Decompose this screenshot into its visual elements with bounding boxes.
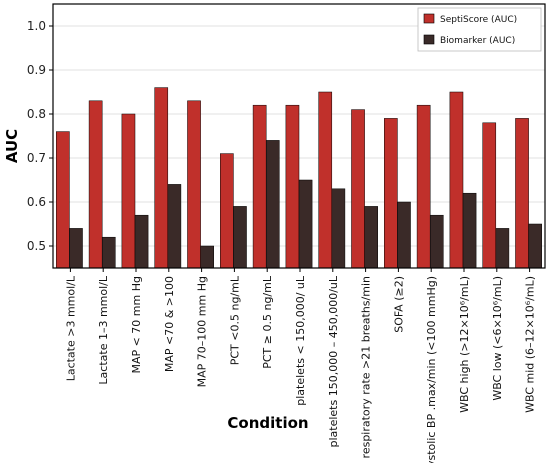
x-tick-label: WBC low (<6×10⁶/mL) (491, 276, 504, 401)
x-tick-label: Lactate >3 mmol/L (64, 275, 77, 381)
bar-septiscore (318, 91, 333, 269)
bar-septiscore (515, 118, 529, 269)
legend-swatch-septiscore (423, 13, 435, 24)
bar-biomarker (265, 140, 280, 269)
y-axis-title: AUC (3, 129, 21, 163)
x-tick-label: platelets 150,000 – 450,000/uL (327, 275, 340, 447)
x-tick-label: platelets < 150,000/ uL (294, 275, 307, 406)
bar-septiscore (154, 87, 169, 269)
legend-label-septiscore: SeptiScore (AUC) (440, 15, 517, 25)
bar-septiscore (121, 113, 136, 269)
bar-biomarker (167, 184, 182, 269)
bar-biomarker (364, 206, 378, 269)
x-tick-label: MAP <70 & >100 (163, 276, 176, 372)
x-axis-title: Condition (227, 414, 308, 432)
y-tick-label: 0.9 (27, 63, 46, 77)
bar-septiscore (187, 100, 201, 269)
bar-biomarker (397, 201, 411, 269)
x-tick-label: MAP < 70 mm Hg (130, 276, 143, 374)
bar-septiscore (449, 91, 464, 269)
bar-biomarker (233, 206, 247, 269)
bar-septiscore (252, 104, 267, 269)
y-tick-label: 0.5 (27, 239, 46, 253)
bar-biomarker (462, 192, 477, 269)
legend-box (417, 7, 542, 52)
x-tick-label: MAP 70–100 mm Hg (196, 276, 209, 387)
bar-septiscore (384, 118, 398, 269)
bar-septiscore (482, 122, 497, 269)
bar-septiscore (351, 109, 365, 269)
bar-septiscore (88, 100, 103, 269)
legend: SeptiScore (AUC) Biomarker (AUC) (417, 7, 542, 52)
x-axis: Lactate >3 mmol/L Lactate 1–3 mmol/L MAP <… (64, 268, 537, 463)
bars (56, 87, 542, 269)
x-tick-label: PCT <0.5 ng/mL (228, 275, 241, 365)
bar-biomarker (69, 228, 83, 269)
y-tick-label: 0.8 (27, 107, 46, 121)
x-tick-label: Lactate 1–3 mmol/L (97, 275, 110, 384)
y-tick-label: 0.6 (27, 195, 46, 209)
bar-biomarker (429, 214, 444, 269)
x-tick-label: WBC high (>12×10⁶/mL) (458, 276, 471, 413)
x-tick-label: respiratory rate >21 breaths/min (360, 276, 373, 458)
legend-label-biomarker: Biomarker (AUC) (440, 36, 515, 46)
plot-frame (52, 3, 546, 269)
bar-biomarker (298, 179, 313, 269)
bar-septiscore (220, 153, 234, 269)
bar-biomarker (134, 214, 149, 269)
x-tick-label: Systolic BP .max/min (<100 mmHg) (425, 276, 438, 463)
y-axis: 1.0 0.9 0.8 0.7 0.6 0.5 (27, 19, 53, 253)
bar-biomarker (101, 236, 116, 269)
x-tick-label: SOFA (≥2) (392, 276, 405, 333)
x-tick-label: PCT ≥ 0.5 ng/mL (261, 275, 274, 369)
y-tick-label: 1.0 (27, 19, 46, 33)
bar-biomarker (495, 228, 510, 269)
legend-swatch-biomarker (423, 34, 435, 45)
y-tick-label: 0.7 (27, 151, 46, 165)
bar-septiscore (416, 104, 431, 269)
bar-septiscore (56, 131, 70, 269)
x-tick-label: WBC mid (6–12×10⁶/mL) (524, 276, 537, 413)
bar-biomarker (200, 245, 214, 269)
bar-septiscore (285, 104, 300, 269)
bar-biomarker (528, 223, 542, 269)
bar-biomarker (331, 188, 346, 269)
